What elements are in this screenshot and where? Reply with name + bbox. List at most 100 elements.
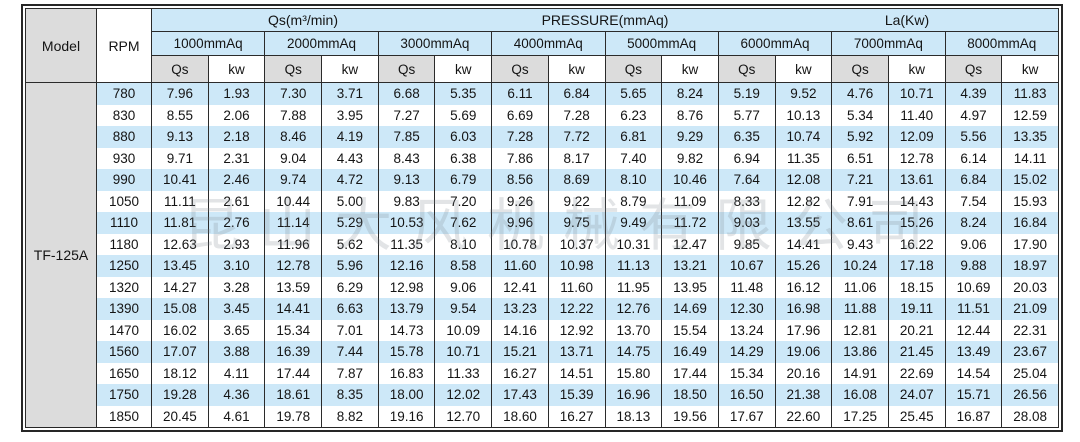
kw-value-cell: 10.13 (774, 104, 833, 126)
kw-value-cell: 3.65 (207, 319, 266, 341)
qs-value-cell: 8.55 (151, 104, 209, 126)
rpm-value-cell: 1850 (96, 405, 152, 428)
qs-value-cell: 9.26 (491, 190, 549, 212)
qs-value-cell: 20.45 (151, 405, 209, 428)
qs-value-cell: 11.13 (604, 255, 663, 277)
qs-value-cell: 6.94 (717, 147, 776, 169)
qs-value-cell: 7.54 (944, 190, 1003, 212)
kw-value-cell: 8.17 (547, 147, 606, 169)
kw-value-cell: 15.02 (1001, 169, 1059, 191)
kw-value-cell: 9.75 (547, 212, 606, 234)
qs-value-cell: 9.83 (377, 190, 436, 212)
kw-subheader: kw (321, 55, 379, 83)
qs-value-cell: 17.25 (831, 405, 889, 428)
rpm-value-cell: 1560 (96, 341, 152, 363)
kw-value-cell: 4.19 (321, 126, 379, 148)
kw-value-cell: 12.02 (434, 384, 493, 406)
kw-value-cell: 15.93 (1001, 190, 1059, 212)
qs-value-cell: 9.03 (717, 212, 776, 234)
kw-value-cell: 3.88 (207, 341, 266, 363)
kw-value-cell: 20.21 (887, 319, 946, 341)
kw-value-cell: 8.24 (661, 82, 719, 105)
qs-value-cell: 7.21 (831, 169, 889, 191)
kw-value-cell: 2.18 (207, 126, 266, 148)
kw-value-cell: 11.40 (887, 104, 946, 126)
qs-value-cell: 7.96 (151, 82, 209, 105)
qs-value-cell: 18.00 (377, 384, 436, 406)
kw-value-cell: 9.54 (434, 298, 493, 320)
qs-value-cell: 5.77 (717, 104, 776, 126)
kw-value-cell: 2.61 (207, 190, 266, 212)
qs-value-cell: 11.95 (604, 276, 663, 298)
kw-value-cell: 5.29 (321, 212, 379, 234)
kw-value-cell: 20.16 (774, 362, 833, 384)
row-rpm-1250: 1250 13.45 3.10 12.78 5.96 12.16 8.58 11.60 10.9… (26, 255, 1059, 277)
rpm-value-cell: 830 (96, 104, 152, 126)
rpm-value-cell: 1250 (96, 255, 152, 277)
qs-value-cell: 9.71 (151, 147, 209, 169)
qs-value-cell: 15.21 (491, 341, 549, 363)
band-label-la: La(Kw) (884, 12, 930, 28)
row-rpm-1750: 1750 19.28 4.36 18.61 8.35 18.00 12.02 17.43 15.… (26, 384, 1059, 406)
row-rpm-1470: 1470 16.02 3.65 15.34 7.01 14.73 10.09 14.16 12.… (26, 319, 1059, 341)
rpm-value-cell: 1050 (96, 190, 152, 212)
qs-value-cell: 5.92 (831, 126, 889, 148)
kw-value-cell: 6.29 (321, 276, 379, 298)
kw-value-cell: 1.93 (207, 82, 266, 105)
qs-value-cell: 5.56 (944, 126, 1003, 148)
qs-value-cell: 13.49 (944, 341, 1003, 363)
qs-value-cell: 15.71 (944, 384, 1003, 406)
subheader-row: Qs kw Qs kw Qs kw Qs kw Qs kw Qs kw Qs kw Qs kw (26, 55, 1059, 83)
qs-value-cell: 6.14 (944, 147, 1003, 169)
qs-value-cell: 11.88 (831, 298, 889, 320)
qs-value-cell: 15.34 (717, 362, 776, 384)
row-rpm-990: 990 10.41 2.46 9.74 4.72 9.13 6.79 8.56 8.69 8.10… (26, 169, 1059, 191)
kw-subheader: kw (207, 55, 266, 83)
kw-value-cell: 17.18 (887, 255, 946, 277)
qs-value-cell: 16.96 (604, 384, 663, 406)
rpm-value-cell: 1320 (96, 276, 152, 298)
row-rpm-1320: 1320 14.27 3.28 13.59 6.29 12.98 9.06 12.41 11.6… (26, 276, 1059, 298)
qs-subheader: Qs (491, 55, 549, 83)
kw-value-cell: 16.84 (1001, 212, 1059, 234)
kw-value-cell: 4.11 (207, 362, 266, 384)
qs-value-cell: 19.28 (151, 384, 209, 406)
qs-value-cell: 8.79 (604, 190, 663, 212)
kw-value-cell: 7.87 (321, 362, 379, 384)
kw-value-cell: 9.29 (661, 126, 719, 148)
qs-value-cell: 12.98 (377, 276, 436, 298)
kw-value-cell: 5.62 (321, 233, 379, 255)
rpm-value-cell: 1650 (96, 362, 152, 384)
kw-subheader: kw (434, 55, 493, 83)
rpm-value-cell: 780 (96, 82, 152, 105)
qs-value-cell: 8.33 (717, 190, 776, 212)
kw-value-cell: 20.03 (1001, 276, 1059, 298)
kw-value-cell: 9.52 (774, 82, 833, 105)
qs-value-cell: 10.31 (604, 233, 663, 255)
qs-value-cell: 18.13 (604, 405, 663, 428)
qs-value-cell: 4.39 (944, 82, 1003, 105)
kw-value-cell: 4.72 (321, 169, 379, 191)
qs-value-cell: 8.10 (604, 169, 663, 191)
kw-value-cell: 12.09 (887, 126, 946, 148)
table-body: TF-125A 780 7.96 1.93 7.30 3.71 6.68 5.35 6.11 6.… (25, 82, 1059, 428)
qs-value-cell: 13.79 (377, 298, 436, 320)
qs-value-cell: 16.50 (717, 384, 776, 406)
qs-value-cell: 16.39 (264, 341, 323, 363)
qs-value-cell: 18.61 (264, 384, 323, 406)
qs-value-cell: 5.34 (831, 104, 889, 126)
qs-value-cell: 8.24 (944, 212, 1003, 234)
kw-value-cell: 8.10 (434, 233, 493, 255)
kw-value-cell: 13.35 (1001, 126, 1059, 148)
kw-value-cell: 28.08 (1001, 405, 1059, 428)
kw-value-cell: 10.46 (661, 169, 719, 191)
qs-value-cell: 7.64 (717, 169, 776, 191)
qs-value-cell: 14.41 (264, 298, 323, 320)
pressure-group-header-6000mmaq: 6000mmAq (717, 31, 833, 56)
pressure-group-header-7000mmaq: 7000mmAq (831, 31, 946, 56)
pressure-group-header-8000mmaq: 8000mmAq (944, 31, 1060, 56)
kw-value-cell: 15.26 (774, 255, 833, 277)
qs-value-cell: 16.87 (944, 405, 1003, 428)
kw-value-cell: 21.09 (1001, 298, 1059, 320)
kw-value-cell: 14.69 (661, 298, 719, 320)
